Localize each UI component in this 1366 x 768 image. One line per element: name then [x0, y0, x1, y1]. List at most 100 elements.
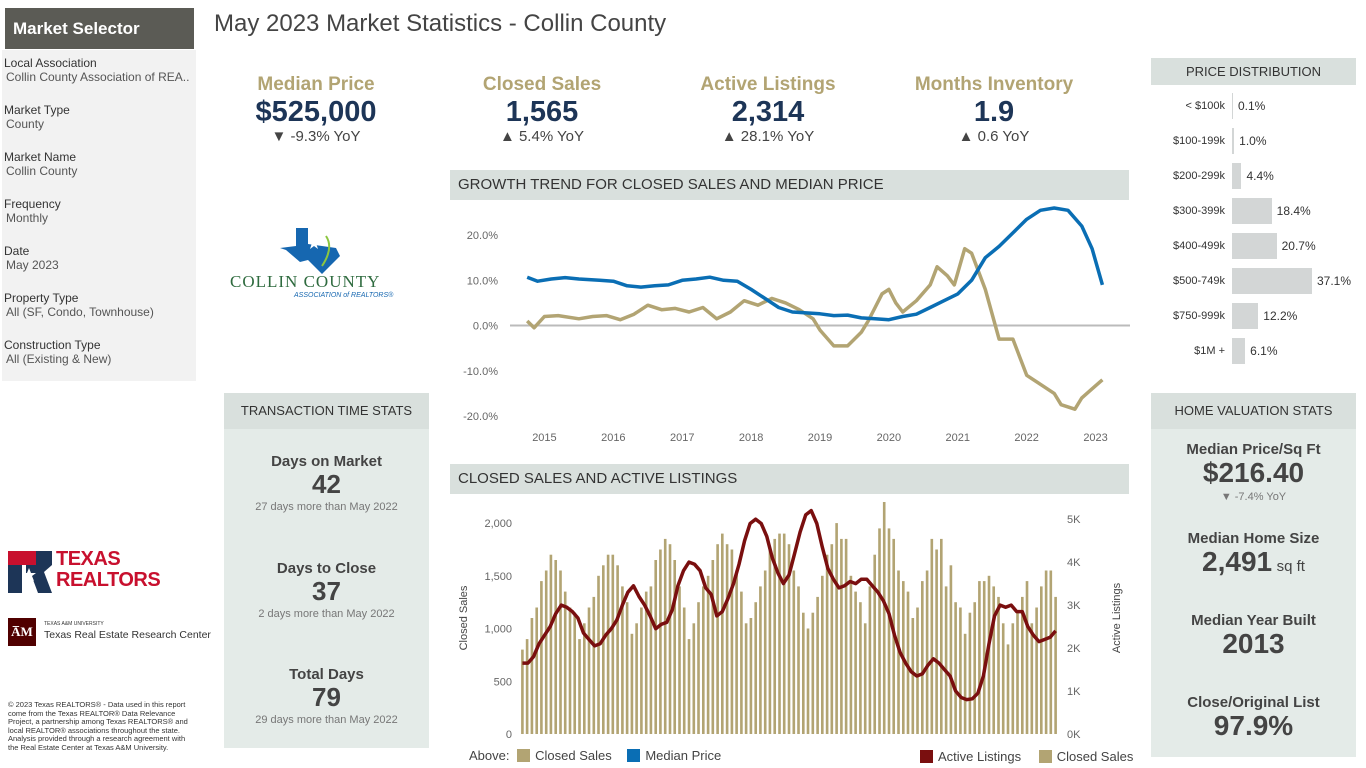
price-distribution-bar	[1232, 198, 1272, 224]
closed-sales-bar	[887, 528, 891, 734]
closed-sales-bar	[816, 596, 819, 734]
closed-sales-bar	[673, 560, 677, 734]
price-range-label: $500-749k	[1173, 275, 1225, 287]
legend-prefix: Above:	[469, 748, 510, 763]
price-distribution-bar	[1232, 338, 1246, 364]
kpi-label: Median Price	[257, 74, 375, 95]
y-tick-label: -10.0%	[463, 366, 498, 378]
closed-sales-bar	[549, 554, 553, 734]
closed-sales-bar	[930, 538, 934, 734]
closed-sales-bar	[1025, 581, 1029, 734]
closed-sales-bar	[968, 612, 972, 734]
closed-sales-bar	[583, 623, 586, 734]
closed-sales-bar	[1011, 623, 1015, 734]
closed-sales-active-listings-chart: 2,000 1,500 1,000 500 0 5K 4K 3K 2K 1K 0K Closed Sa…	[458, 502, 1123, 741]
filter-panel: Local Association Collin County Associat…	[2, 50, 196, 381]
price-range-label: $300-399k	[1173, 205, 1225, 217]
closed-sales-bar	[706, 575, 710, 734]
closed-sales-bar	[697, 602, 700, 734]
price-range-label: $200-299k	[1173, 170, 1225, 182]
stat-value: $216.40	[1202, 457, 1305, 488]
filter-local-association[interactable]: Local Association Collin County Associat…	[4, 56, 196, 84]
closed-sales-bar	[540, 581, 543, 734]
y2-tick-label: 1K	[1067, 686, 1081, 698]
closed-sales-bar	[997, 596, 1000, 734]
growth-trend-legend: Above: Closed Sales Median Price	[469, 748, 721, 763]
legend-closed-sales: Closed Sales	[535, 748, 612, 763]
closed-sales-bar	[863, 623, 867, 734]
closed-sales-bar	[973, 602, 977, 734]
texas-map-icon	[280, 228, 340, 274]
closed-sales-bar	[592, 596, 596, 734]
median-price-swatch-icon	[627, 749, 641, 762]
closed-sales-bar	[778, 533, 781, 734]
price-distribution-bar	[1232, 233, 1277, 259]
filter-property-type[interactable]: Property Type All (SF, Condo, Townhouse)	[4, 291, 196, 319]
median-price-growth-line	[526, 206, 1105, 322]
closed-sales-bar	[944, 586, 948, 734]
filter-label: Property Type	[4, 291, 79, 305]
price-distribution-bar	[1232, 303, 1259, 329]
closed-sales-bar	[616, 565, 619, 734]
tamu-small-text: TEXAS A&M UNIVERSITY	[44, 621, 104, 627]
closed-sales-bar	[806, 628, 810, 734]
kpi-value: 1.9	[973, 96, 1015, 128]
x-tick-label: 2020	[877, 432, 901, 444]
closed-sales-bar	[611, 554, 615, 734]
filter-construction-type[interactable]: Construction Type All (Existing & New)	[4, 338, 196, 366]
closed-sales-bar	[773, 538, 777, 734]
filter-label: Market Name	[4, 150, 77, 164]
price-distribution-value: 37.1%	[1317, 274, 1352, 288]
closed-sales-bar	[521, 649, 524, 734]
closed-sales-bar	[835, 523, 838, 734]
closed-sales-bar	[868, 586, 872, 734]
closed-sales-bar	[692, 623, 696, 734]
closed-sales-bar	[621, 586, 624, 734]
closed-sales-bar	[882, 502, 886, 734]
closed-sales-bar	[668, 544, 672, 734]
price-distribution-bar	[1232, 128, 1235, 154]
closed-sales-bar	[982, 581, 986, 734]
tamu-logo: A̅M TEXAS A&M UNIVERSITY Texas Real Esta…	[8, 618, 211, 648]
stat-comparison: 2 days more than May 2022	[258, 608, 395, 620]
price-distribution-value: 12.2%	[1263, 309, 1298, 323]
transaction-stats-panel: Days on Market 42 27 days more than May …	[224, 429, 429, 748]
closed-sales-bar	[1035, 607, 1038, 734]
closed-sales-bar	[811, 612, 815, 734]
kpi-value: 1,565	[505, 96, 579, 128]
closed-sales-bar	[573, 612, 577, 734]
closed-sales-bar	[635, 623, 638, 734]
closed-sales-bar	[1040, 586, 1043, 734]
closed-sales-bar	[1021, 596, 1024, 734]
price-distribution-value: 18.4%	[1276, 204, 1311, 218]
price-distribution-header: PRICE DISTRIBUTION	[1151, 58, 1356, 85]
closed-sales-bar	[544, 570, 548, 734]
filter-market-type[interactable]: Market Type County	[4, 103, 196, 131]
closed-sales-bar	[1006, 644, 1010, 734]
filter-label: Construction Type	[4, 338, 101, 352]
x-tick-label: 2021	[946, 432, 970, 444]
x-tick-label: 2015	[532, 432, 556, 444]
filter-value: Collin County Association of REA..	[6, 70, 190, 84]
filter-date[interactable]: Date May 2023	[4, 244, 196, 272]
filter-value: County	[6, 117, 45, 131]
closed-sales-bar	[963, 633, 967, 734]
closed-sales-bar	[702, 586, 705, 734]
closed-sales-bar	[744, 623, 748, 734]
closed-sales-bar	[1030, 623, 1034, 734]
collin-county-subtitle: ASSOCIATION of REALTORS®	[294, 292, 394, 299]
stat-value: 97.9%	[1213, 710, 1294, 741]
page-title: May 2023 Market Statistics - Collin Coun…	[214, 10, 667, 37]
closed-sales-bar	[721, 533, 724, 734]
texas-realtors-wordmark: TEXAS REALTORS	[56, 548, 161, 591]
closed-sales-bar	[740, 591, 743, 734]
price-distribution-value: 6.1%	[1250, 344, 1278, 358]
y-tick-label: -20.0%	[463, 411, 498, 423]
closed-sales-bar	[797, 586, 800, 734]
closed-sales-bar	[578, 639, 581, 734]
filter-frequency[interactable]: Frequency Monthly	[4, 197, 196, 225]
closed-sales-bar	[916, 607, 919, 734]
closed-sales-bar	[563, 591, 567, 734]
filter-market-name[interactable]: Market Name Collin County	[4, 150, 196, 178]
price-distribution-row: $750-999k 12.2%	[1155, 303, 1355, 329]
